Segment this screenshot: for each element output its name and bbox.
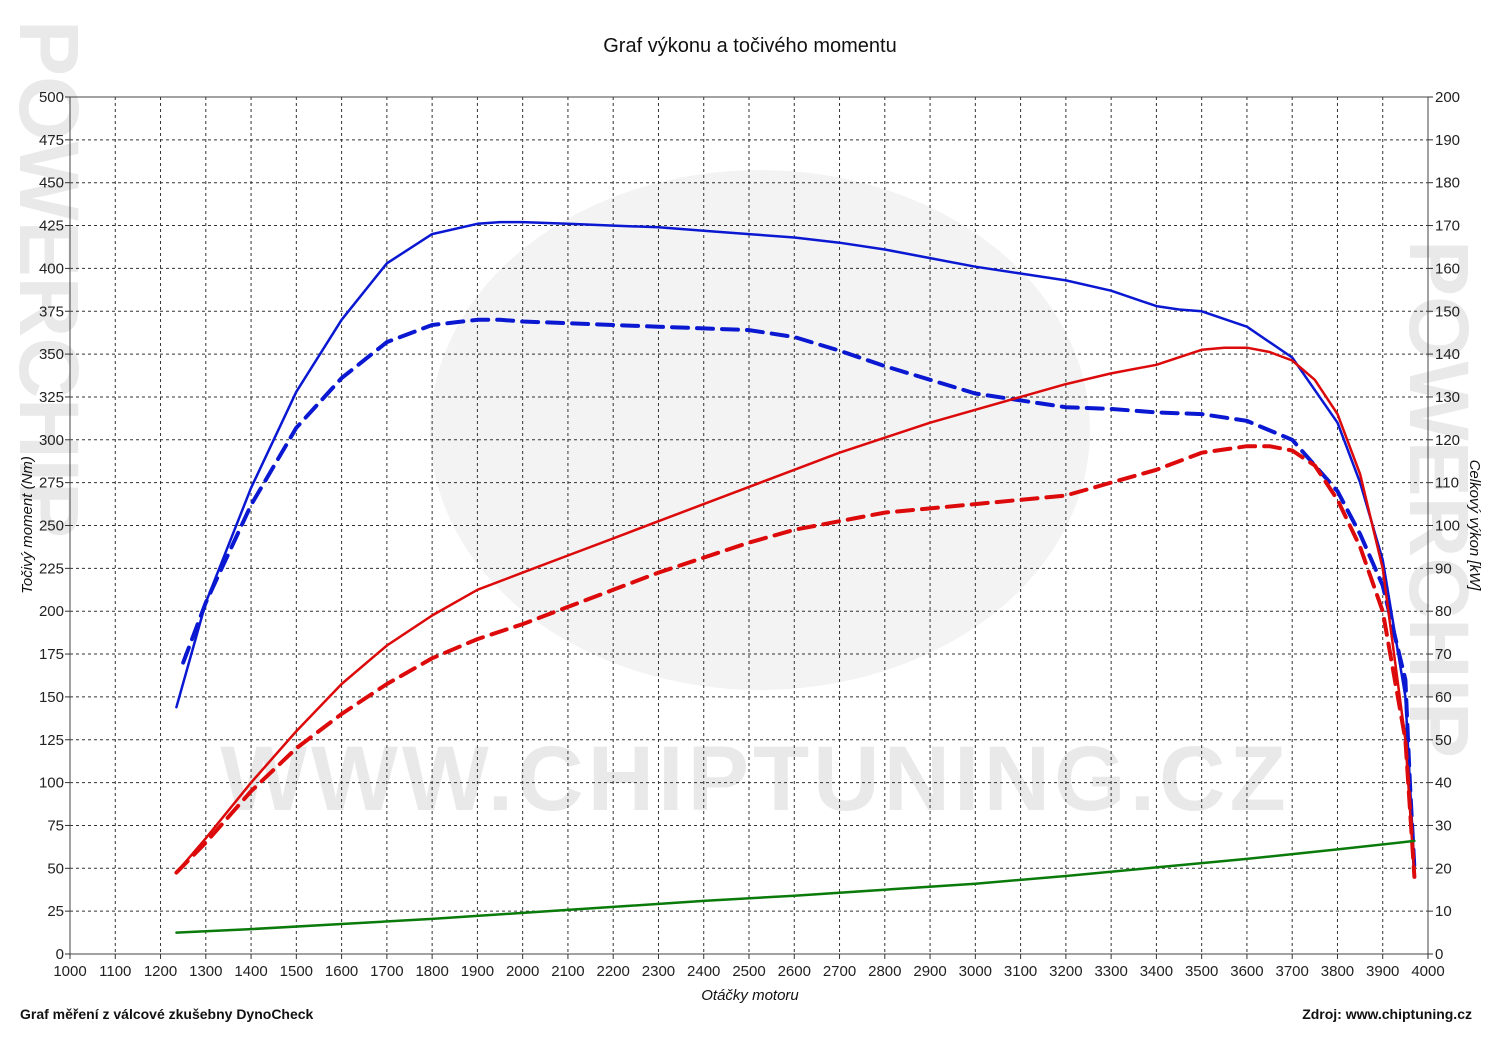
y-right-tick-label: 130 [1435, 389, 1460, 406]
y-right-tick-label: 70 [1435, 646, 1452, 663]
power-tuned-line [175, 346, 1416, 879]
y-left-tick-label: 500 [39, 89, 64, 106]
y-left-tick-label: 350 [39, 346, 64, 363]
y-left-tick-label: 250 [39, 518, 64, 535]
x-tick-label: 2700 [823, 963, 856, 980]
y-right-tick-label: 100 [1435, 518, 1460, 535]
y-left-tick-label: 100 [39, 775, 64, 792]
watermark-layer: WWW.CHIPTUNING.CZ POWERCHIP POWERCHIP [2, 20, 1486, 830]
y-right-tick-label: 170 [1435, 218, 1460, 235]
x-axis-ticks: 1000 1100 1200 1300 1400 1500 1600 1700 1800 1900… [53, 954, 1445, 980]
x-tick-label: 1100 [99, 963, 131, 980]
y-right-tick-label: 60 [1435, 689, 1452, 706]
y-left-tick-label: 75 [47, 817, 64, 834]
y-right-tick-label: 90 [1435, 560, 1452, 577]
x-tick-label: 3600 [1230, 963, 1263, 980]
watermark-text: WWW.CHIPTUNING.CZ [220, 728, 1290, 830]
power-stock-line [174, 444, 1417, 879]
y-left-tick-label: 425 [39, 218, 64, 235]
x-tick-label: 3900 [1366, 963, 1399, 980]
y-left-tick-label: 275 [39, 475, 64, 492]
y-left-tick-label: 50 [47, 860, 64, 877]
x-tick-label: 2000 [506, 963, 539, 980]
y-right-axis-ticks: 0 10 20 30 40 50 60 70 80 90 100 110 120 130 140 150 160… [1428, 89, 1460, 963]
y-right-tick-label: 140 [1435, 346, 1460, 363]
y-left-axis-ticks: 0 25 50 75 100 125 150 175 200 225 250 275 300 325 350… [39, 89, 70, 963]
x-tick-label: 1700 [370, 963, 403, 980]
y-left-tick-label: 475 [39, 132, 64, 149]
y-left-tick-label: 25 [47, 903, 64, 920]
x-tick-label: 2800 [868, 963, 901, 980]
x-tick-label: 1400 [234, 963, 267, 980]
y-left-tick-label: 150 [39, 689, 64, 706]
footer-left: Graf měření z válcové zkušebny DynoCheck [20, 1006, 314, 1022]
y-right-tick-label: 150 [1435, 303, 1460, 320]
y-left-tick-label: 0 [56, 946, 64, 963]
torque-tuned-line [175, 220, 1416, 870]
y-left-tick-label: 125 [39, 732, 64, 749]
x-tick-label: 4000 [1411, 963, 1444, 980]
loss-line [175, 839, 1416, 934]
x-tick-label: 1800 [415, 963, 448, 980]
y-right-tick-label: 180 [1435, 175, 1460, 192]
side-watermark-left: POWERCHIP [2, 20, 96, 538]
y-right-tick-label: 190 [1435, 132, 1460, 149]
x-tick-label: 3700 [1276, 963, 1309, 980]
x-tick-label: 2600 [778, 963, 811, 980]
y-right-tick-label: 20 [1435, 860, 1452, 877]
y-left-axis-label: Točivý moment (Nm) [19, 456, 36, 594]
x-tick-label: 1200 [144, 963, 177, 980]
x-tick-label: 1900 [461, 963, 494, 980]
y-right-tick-label: 200 [1435, 89, 1460, 106]
y-right-tick-label: 0 [1435, 946, 1443, 963]
x-tick-label: 3200 [1049, 963, 1082, 980]
x-tick-label: 3400 [1140, 963, 1173, 980]
y-right-tick-label: 160 [1435, 260, 1460, 277]
x-tick-label: 1500 [280, 963, 313, 980]
y-right-tick-label: 40 [1435, 775, 1452, 792]
x-tick-label: 1300 [189, 963, 222, 980]
y-left-tick-label: 450 [39, 175, 64, 192]
x-tick-label: 3800 [1321, 963, 1354, 980]
y-left-tick-label: 375 [39, 303, 64, 320]
y-right-tick-label: 110 [1435, 475, 1459, 492]
y-right-tick-label: 30 [1435, 817, 1452, 834]
x-tick-label: 3300 [1094, 963, 1127, 980]
x-tick-label: 2300 [642, 963, 675, 980]
y-left-tick-label: 325 [39, 389, 64, 406]
side-watermark-right: POWERCHIP [1392, 240, 1486, 758]
x-tick-label: 2100 [551, 963, 584, 980]
y-left-tick-label: 175 [39, 646, 64, 663]
x-tick-label: 1600 [325, 963, 358, 980]
x-tick-label: 2900 [913, 963, 946, 980]
x-axis-label: Otáčky motoru [701, 987, 799, 1004]
chart-title: Graf výkonu a točivého momentu [603, 35, 896, 57]
watermark-logo [430, 170, 1090, 690]
x-tick-label: 2400 [687, 963, 720, 980]
y-right-tick-label: 120 [1435, 432, 1460, 449]
footer-right: Zdroj: www.chiptuning.cz [1302, 1006, 1472, 1022]
y-left-tick-label: 225 [39, 560, 64, 577]
y-left-tick-label: 400 [39, 260, 64, 277]
x-tick-label: 1000 [53, 963, 86, 980]
y-left-tick-label: 200 [39, 603, 64, 620]
x-tick-label: 3500 [1185, 963, 1218, 980]
series-layer [174, 220, 1417, 934]
y-right-tick-label: 80 [1435, 603, 1452, 620]
y-right-tick-label: 50 [1435, 732, 1452, 749]
x-tick-label: 2200 [597, 963, 630, 980]
y-right-axis-label: Celkový výkon [kW] [1466, 460, 1483, 592]
x-tick-label: 3100 [1004, 963, 1037, 980]
x-tick-label: 2500 [732, 963, 765, 980]
grid [69, 96, 1429, 955]
y-right-tick-label: 10 [1435, 903, 1452, 920]
y-left-tick-label: 300 [39, 432, 64, 449]
x-tick-label: 3000 [959, 963, 992, 980]
